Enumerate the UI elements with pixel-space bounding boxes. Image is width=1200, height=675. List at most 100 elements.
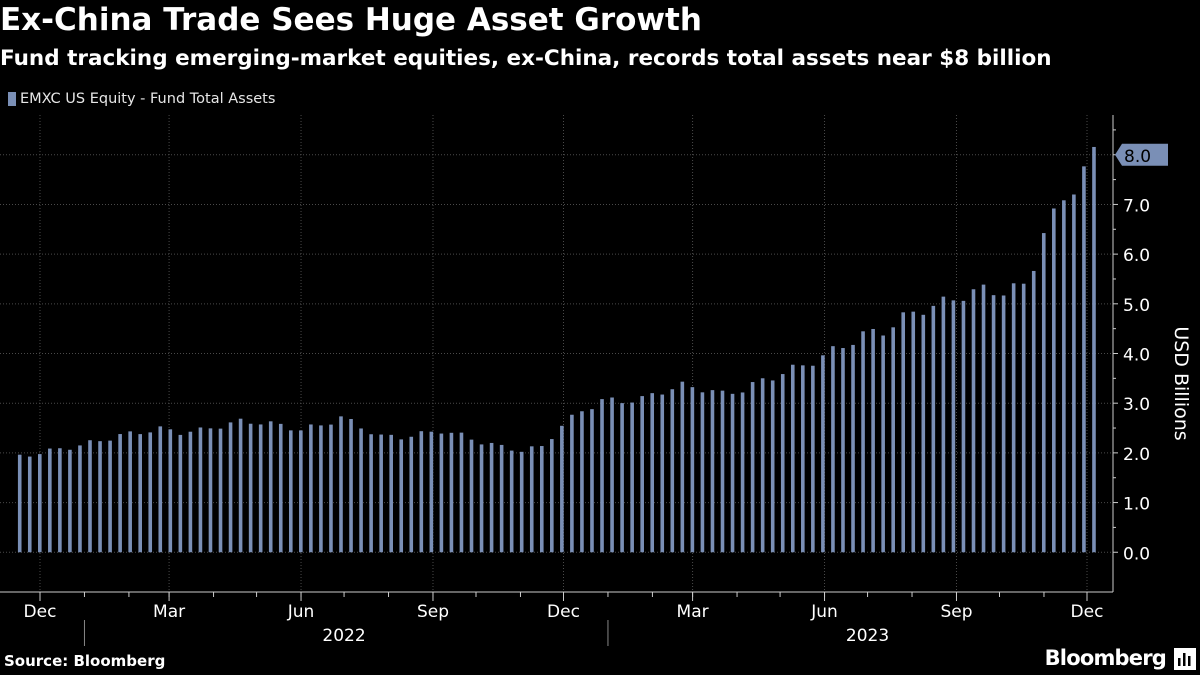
y-tick-label: 3.0 bbox=[1123, 395, 1150, 415]
bar bbox=[1072, 194, 1076, 553]
x-tick-label: Jun bbox=[287, 602, 315, 622]
legend: EMXC US Equity - Fund Total Assets bbox=[8, 91, 275, 107]
bar bbox=[449, 432, 454, 553]
bar bbox=[921, 314, 926, 553]
bar bbox=[319, 425, 323, 553]
x-tick-label: Mar bbox=[153, 602, 185, 622]
bar bbox=[931, 305, 936, 553]
bar bbox=[811, 365, 815, 553]
chart-title: Ex-China Trade Sees Huge Asset Growth bbox=[0, 2, 702, 38]
bar bbox=[670, 389, 675, 553]
y-tick-label: 6.0 bbox=[1123, 246, 1150, 266]
bar bbox=[389, 434, 393, 553]
bar bbox=[1041, 233, 1046, 553]
bar bbox=[148, 432, 153, 553]
bar bbox=[650, 393, 655, 553]
bar bbox=[911, 311, 916, 553]
y-tick-label: 4.0 bbox=[1123, 346, 1150, 366]
y-axis-title: USD Billions bbox=[1170, 326, 1192, 440]
bar bbox=[881, 335, 885, 553]
bar bbox=[529, 446, 534, 553]
bar bbox=[208, 428, 213, 553]
bar bbox=[590, 409, 594, 553]
bar bbox=[951, 300, 956, 553]
bar bbox=[48, 448, 52, 553]
bar bbox=[730, 393, 735, 553]
x-tick-label: Mar bbox=[677, 602, 709, 622]
bar bbox=[108, 440, 112, 553]
bar bbox=[58, 448, 62, 553]
bar bbox=[489, 442, 494, 553]
bars bbox=[17, 146, 1096, 553]
bar bbox=[700, 392, 705, 553]
bar bbox=[128, 431, 132, 553]
bar bbox=[409, 436, 414, 553]
bar bbox=[27, 456, 32, 553]
bar bbox=[1092, 146, 1096, 553]
bar bbox=[299, 430, 303, 553]
bar bbox=[710, 390, 715, 553]
bar bbox=[1052, 208, 1056, 553]
bar bbox=[78, 445, 82, 553]
legend-swatch bbox=[8, 92, 16, 106]
bar bbox=[469, 439, 474, 553]
bar bbox=[610, 397, 614, 553]
bar bbox=[760, 378, 765, 553]
bar bbox=[158, 426, 163, 553]
bar bbox=[871, 328, 875, 553]
bar bbox=[369, 434, 373, 553]
bar bbox=[258, 424, 263, 553]
bar bbox=[359, 428, 363, 553]
bar bbox=[600, 399, 604, 553]
y-tick-label: 5.0 bbox=[1123, 296, 1150, 316]
bar bbox=[720, 390, 725, 553]
bar bbox=[770, 380, 775, 553]
bar bbox=[1001, 295, 1006, 553]
last-value-tag bbox=[1115, 143, 1168, 166]
bar bbox=[459, 432, 464, 553]
bar bbox=[248, 423, 253, 553]
last-value-label: 8.0 bbox=[1124, 147, 1151, 167]
bar bbox=[178, 434, 183, 553]
source-note: Source: Bloomberg bbox=[4, 652, 166, 670]
bar bbox=[218, 428, 223, 553]
bar bbox=[519, 451, 524, 553]
bar bbox=[1011, 283, 1016, 553]
bar bbox=[288, 430, 293, 553]
bar bbox=[851, 344, 855, 553]
bar bbox=[198, 427, 203, 553]
bar bbox=[98, 441, 102, 553]
x-tick-label: Sep bbox=[940, 602, 972, 622]
bar bbox=[680, 381, 685, 553]
bar bbox=[580, 411, 584, 553]
bar bbox=[499, 444, 504, 553]
bar bbox=[740, 392, 745, 553]
bar bbox=[68, 449, 72, 553]
bar bbox=[339, 416, 343, 553]
x-tick-label: Dec bbox=[547, 602, 580, 622]
bar bbox=[1082, 166, 1086, 553]
x-tick-label: Sep bbox=[417, 602, 449, 622]
bar bbox=[38, 454, 42, 553]
bar bbox=[780, 374, 785, 553]
y-tick-label: 7.0 bbox=[1123, 196, 1150, 216]
bar bbox=[941, 296, 946, 553]
bar bbox=[509, 450, 514, 553]
bloomberg-chart-icon bbox=[1174, 648, 1196, 670]
bar bbox=[861, 331, 865, 553]
bar bbox=[831, 346, 835, 553]
bar bbox=[228, 422, 233, 553]
bar bbox=[1062, 200, 1066, 553]
x-tick-label: Jun bbox=[810, 602, 838, 622]
x-tick-label: Dec bbox=[1071, 602, 1104, 622]
bar bbox=[399, 439, 404, 553]
bar bbox=[790, 364, 795, 553]
bloomberg-logo: Bloomberg bbox=[1044, 646, 1167, 670]
bar bbox=[630, 402, 634, 553]
bar bbox=[349, 419, 353, 553]
bar bbox=[88, 440, 92, 553]
bar bbox=[971, 289, 976, 553]
bar bbox=[17, 454, 22, 553]
